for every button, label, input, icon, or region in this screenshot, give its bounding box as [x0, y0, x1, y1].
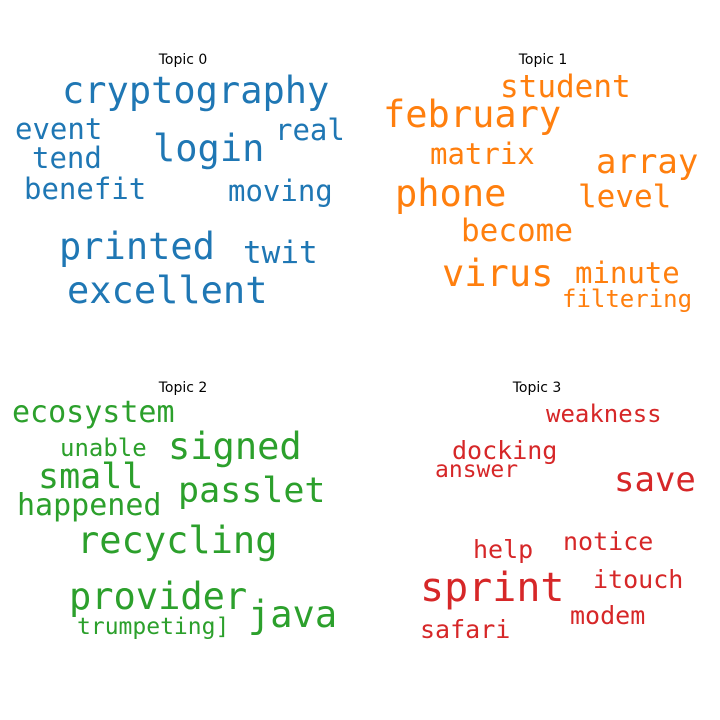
word-safari: safari	[420, 615, 511, 644]
word-moving: moving	[228, 174, 333, 208]
word-unable: unable	[60, 434, 147, 462]
topic-3-panel: Topic 3 sprint save weakness docking ans…	[360, 360, 720, 720]
word-matrix: matrix	[430, 137, 535, 171]
word-february: february	[383, 93, 562, 136]
topic-3-title: Topic 3	[512, 380, 562, 396]
word-sprint: sprint	[420, 565, 565, 611]
word-twit: twit	[243, 235, 318, 271]
word-cryptography: cryptography	[62, 69, 330, 112]
word-itouch: itouch	[593, 565, 684, 594]
word-small: small	[38, 457, 144, 497]
word-ecosystem: ecosystem	[12, 395, 175, 430]
word-notice: notice	[563, 527, 654, 556]
word-printed: printed	[59, 225, 215, 268]
word-event: event	[15, 112, 103, 146]
word-save: save	[614, 460, 696, 500]
word-provider: provider	[69, 575, 248, 618]
word-java: java	[248, 593, 338, 636]
word-login: login	[153, 127, 265, 170]
word-signed: signed	[168, 425, 302, 468]
word-answer: answer	[435, 457, 519, 483]
word-benefit: benefit	[24, 172, 147, 206]
topic-1-panel: Topic 1 february phone virus student mat…	[360, 0, 720, 360]
word-trumpeting: trumpeting]	[77, 614, 230, 640]
word-modem: modem	[570, 601, 646, 630]
word-minute: minute	[575, 256, 680, 290]
topic-1-title: Topic 1	[518, 52, 568, 68]
topic-0-title: Topic 0	[158, 52, 208, 68]
topic-2-title: Topic 2	[158, 380, 208, 396]
word-excellent: excellent	[67, 269, 268, 312]
word-passlet: passlet	[178, 471, 326, 511]
word-student: student	[500, 69, 631, 105]
word-virus: virus	[442, 252, 554, 295]
word-phone: phone	[395, 172, 507, 215]
word-filtering: filtering	[562, 285, 693, 313]
word-array: array	[596, 142, 699, 182]
word-level: level	[578, 179, 672, 215]
word-tend: tend	[32, 141, 102, 175]
word-help: help	[473, 535, 534, 564]
topic-0-panel: Topic 0 cryptography login excellent pri…	[0, 0, 360, 360]
word-happened: happened	[17, 488, 162, 523]
word-docking: docking	[452, 436, 558, 465]
word-real: real	[275, 113, 345, 147]
topic-2-panel: Topic 2 signed provider recycling ecosys…	[0, 360, 360, 720]
word-recycling: recycling	[77, 519, 278, 562]
word-weakness: weakness	[546, 400, 662, 428]
word-become: become	[461, 213, 573, 249]
